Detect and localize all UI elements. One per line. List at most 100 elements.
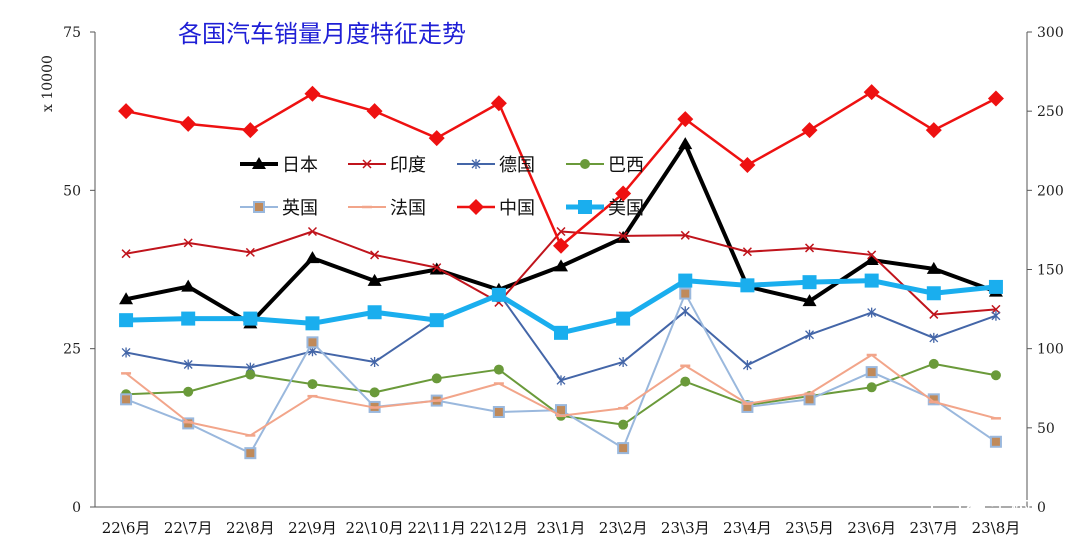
legend-label: 日本 bbox=[282, 155, 318, 176]
x-tick-label: 22\10月 bbox=[345, 519, 403, 537]
legend-swatch-marker bbox=[580, 159, 590, 169]
legend-item-英国: 英国 bbox=[240, 198, 318, 219]
data-point bbox=[243, 311, 258, 326]
data-point bbox=[616, 311, 631, 326]
x-tick-label: 23\3月 bbox=[661, 519, 710, 537]
x-tick-label: 22\12月 bbox=[470, 519, 528, 537]
data-point bbox=[304, 85, 321, 102]
data-point bbox=[742, 247, 752, 257]
data-point bbox=[929, 309, 939, 319]
legend-label: 印度 bbox=[390, 155, 426, 176]
data-point bbox=[929, 332, 939, 343]
data-point bbox=[431, 373, 442, 384]
data-point bbox=[554, 259, 568, 272]
data-point bbox=[305, 251, 320, 264]
data-point bbox=[617, 442, 630, 455]
series-中国 bbox=[118, 84, 1004, 254]
data-point bbox=[678, 137, 693, 150]
data-point bbox=[678, 273, 693, 288]
data-point bbox=[244, 447, 257, 460]
data-point bbox=[926, 286, 941, 301]
data-point bbox=[181, 279, 196, 292]
series-法国 bbox=[121, 353, 1001, 437]
data-point bbox=[680, 230, 690, 240]
legend-label: 法国 bbox=[390, 198, 426, 219]
data-point bbox=[867, 307, 877, 318]
data-point bbox=[988, 279, 1003, 294]
y2-tick-label: 200 bbox=[1037, 183, 1064, 199]
data-point bbox=[740, 278, 755, 293]
x-tick-label: 23\8月 bbox=[972, 519, 1021, 537]
data-point bbox=[183, 238, 193, 248]
data-point bbox=[741, 400, 754, 413]
data-point bbox=[119, 292, 134, 305]
data-point bbox=[492, 406, 505, 418]
data-point bbox=[805, 329, 814, 340]
y-tick-label: 75 bbox=[63, 25, 81, 41]
data-point bbox=[925, 122, 942, 139]
data-point bbox=[370, 250, 380, 260]
data-point bbox=[802, 294, 817, 307]
data-point bbox=[118, 103, 135, 120]
data-point bbox=[866, 382, 877, 393]
data-point bbox=[618, 231, 628, 241]
data-point bbox=[370, 356, 380, 367]
data-point bbox=[369, 387, 380, 398]
data-point bbox=[553, 237, 569, 254]
data-point bbox=[991, 304, 1001, 314]
x-tick-label: 23\4月 bbox=[723, 519, 772, 537]
data-point bbox=[183, 386, 194, 397]
x-tick-label: 23\5月 bbox=[785, 519, 834, 537]
data-point bbox=[119, 313, 134, 328]
y2-tick-label: 150 bbox=[1037, 263, 1064, 279]
data-point bbox=[554, 325, 568, 340]
legend-swatch-marker bbox=[362, 159, 372, 169]
data-point bbox=[490, 95, 507, 112]
data-point bbox=[180, 115, 197, 132]
data-point bbox=[432, 263, 442, 273]
x-tick-label: 23\6月 bbox=[847, 519, 896, 537]
data-point bbox=[367, 305, 382, 320]
legend-swatch-marker bbox=[252, 157, 266, 169]
legend-item-巴西: 巴西 bbox=[566, 155, 644, 176]
y2-tick-label: 100 bbox=[1037, 342, 1064, 358]
data-point bbox=[680, 376, 691, 387]
y2-tick-label: 250 bbox=[1037, 104, 1064, 120]
legend-item-中国: 中国 bbox=[457, 198, 535, 219]
data-point bbox=[366, 103, 383, 120]
chart-title: 各国汽车销量月度特征走势 bbox=[178, 20, 466, 48]
y-tick-label: 0 bbox=[72, 500, 81, 516]
x-tick-label: 22\7月 bbox=[164, 519, 213, 537]
x-tick-label: 23\2月 bbox=[599, 519, 648, 537]
data-point bbox=[556, 226, 566, 237]
data-point bbox=[367, 273, 382, 286]
data-point bbox=[121, 347, 131, 358]
data-point bbox=[867, 250, 877, 260]
data-point bbox=[245, 369, 256, 380]
data-point bbox=[864, 253, 879, 265]
legend-item-印度: 印度 bbox=[348, 155, 426, 176]
x-tick-label: 22\8月 bbox=[226, 519, 275, 537]
axes: 0 25 50 75 0 50 100 150 200 250 300 22\6月 22\7月 22\8月… bbox=[63, 25, 1064, 537]
data-point bbox=[928, 358, 939, 369]
series-line bbox=[125, 142, 997, 326]
legend-swatch-marker bbox=[253, 201, 265, 213]
watermark-icon bbox=[931, 492, 961, 522]
data-point bbox=[805, 243, 815, 253]
data-point bbox=[615, 185, 632, 202]
data-point bbox=[307, 379, 318, 390]
data-point bbox=[181, 311, 196, 326]
series-layer bbox=[118, 84, 1004, 460]
data-point bbox=[618, 356, 628, 367]
data-point bbox=[242, 122, 259, 139]
y-tick-label: 25 bbox=[63, 342, 81, 358]
x-tick-label: 22\11月 bbox=[408, 519, 466, 537]
legend-swatch-marker bbox=[471, 159, 481, 169]
data-point bbox=[306, 336, 319, 349]
watermark-text: 崔东树 bbox=[966, 495, 1032, 520]
data-point bbox=[491, 287, 506, 302]
y2-tick-label: 0 bbox=[1037, 500, 1046, 516]
series-德国 bbox=[121, 288, 1001, 386]
